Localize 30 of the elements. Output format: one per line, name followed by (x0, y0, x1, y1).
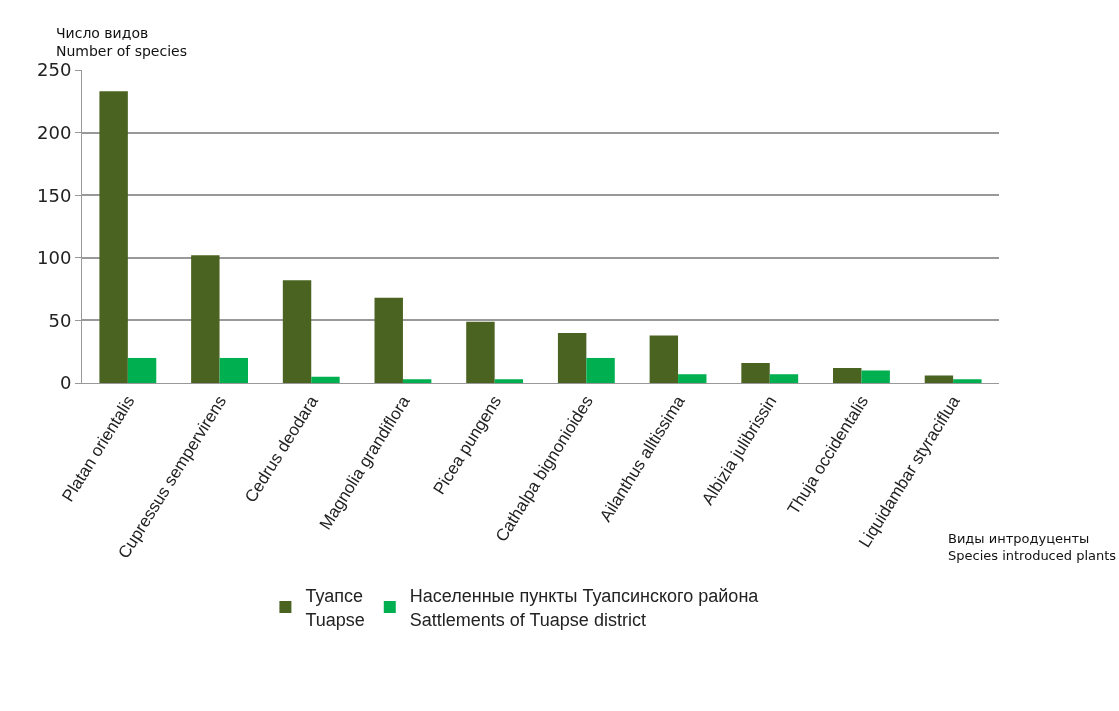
x-axis-title: Виды интродуценты Species introduced plants (948, 531, 1117, 563)
bar (99, 91, 128, 383)
bar (557, 332, 587, 383)
legend-label: Населенные пункты Туапсинского района Sattlements of Tuapse district (409, 586, 760, 630)
bar (191, 255, 220, 383)
bar (494, 379, 524, 383)
bar (678, 374, 707, 383)
bar (127, 357, 157, 383)
bar (374, 297, 403, 383)
bar (219, 357, 248, 383)
y-tick-label: 200 (37, 121, 72, 143)
bar (466, 321, 495, 383)
bar (311, 376, 340, 383)
legend-label: Туапсе Tuapse (305, 586, 365, 630)
bar (924, 375, 954, 383)
y-tick-label: 250 (37, 59, 72, 81)
y-tick-label: 100 (37, 247, 72, 269)
bar (649, 335, 679, 383)
bar (953, 379, 982, 383)
y-axis-title: Число видов Number of species (56, 25, 187, 60)
bar (833, 367, 862, 383)
bar (861, 370, 890, 383)
bar (282, 280, 312, 383)
y-tick-label: 50 (48, 309, 72, 331)
bar (586, 357, 615, 383)
bar (741, 362, 770, 383)
bar (769, 374, 799, 383)
y-tick-label: 150 (37, 184, 72, 206)
bar (402, 379, 432, 383)
y-tick-label: 0 (59, 372, 72, 394)
